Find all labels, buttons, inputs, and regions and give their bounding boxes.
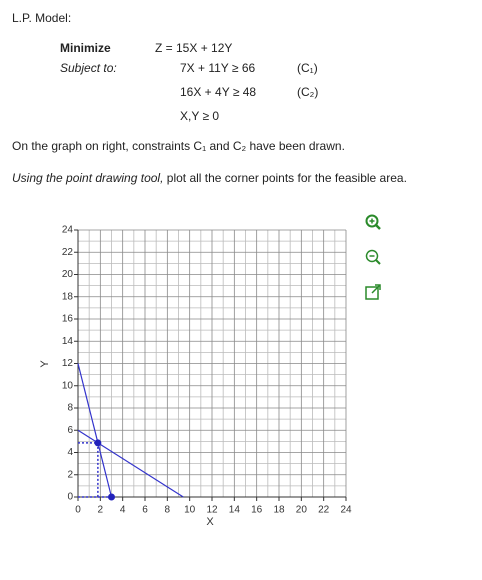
instruction: Using the point drawing tool, plot all t… xyxy=(12,171,407,185)
zoom-out-button[interactable] xyxy=(364,248,382,266)
x-tick-label: 12 xyxy=(206,505,218,516)
y-tick-label: 8 xyxy=(67,403,73,414)
objective: Z = 15X + 12Y xyxy=(155,41,233,55)
header-title: L.P. Model: xyxy=(12,11,72,25)
zoom-in-button[interactable] xyxy=(364,213,382,231)
y-tick-label: 22 xyxy=(62,247,74,258)
y-tick-label: 14 xyxy=(62,336,74,347)
corner-point xyxy=(108,493,115,501)
x-tick-label: 22 xyxy=(318,505,330,516)
x-tick-label: 0 xyxy=(75,505,81,516)
statement: On the graph on right, constraints C₁ an… xyxy=(12,139,345,153)
y-tick-label: 20 xyxy=(62,269,74,280)
y-tick-label: 12 xyxy=(62,358,74,369)
x-tick-label: 2 xyxy=(98,505,104,516)
nonnegativity: X,Y ≥ 0 xyxy=(180,109,220,123)
y-tick-label: 6 xyxy=(67,425,73,436)
x-tick-label: 16 xyxy=(251,505,263,516)
subject-label: Subject to: xyxy=(60,61,117,75)
y-tick-label: 16 xyxy=(62,314,74,325)
corner-point xyxy=(94,439,102,447)
constraint: 7X + 11Y ≥ 66 xyxy=(180,61,256,75)
instruction-italic: Using the point drawing tool, xyxy=(12,171,164,185)
x-tick-label: 6 xyxy=(142,505,148,516)
constraint-line xyxy=(77,363,113,498)
y-tick-label: 2 xyxy=(67,469,73,480)
y-tick-label: 10 xyxy=(62,380,74,391)
x-tick-label: 8 xyxy=(165,505,171,516)
y-tick-label: 24 xyxy=(62,225,74,236)
x-axis-label: X xyxy=(206,516,214,528)
constraint-label: (C₁) xyxy=(297,61,318,75)
x-tick-label: 20 xyxy=(296,505,308,516)
instruction-text: plot all the corner points for the feasi… xyxy=(163,171,407,185)
constraint-label: (C₂) xyxy=(297,85,319,99)
x-tick-label: 24 xyxy=(340,505,352,516)
x-tick-label: 10 xyxy=(184,505,196,516)
x-tick-label: 18 xyxy=(273,505,285,516)
y-tick-label: 0 xyxy=(67,492,73,503)
constraint: 16X + 4Y ≥ 48 xyxy=(180,85,257,99)
y-axis-label: Y xyxy=(39,360,51,368)
objective-label: Minimize xyxy=(60,41,111,55)
x-tick-label: 4 xyxy=(120,505,126,516)
y-tick-label: 18 xyxy=(62,291,74,302)
x-tick-label: 14 xyxy=(229,505,241,516)
expand-button[interactable] xyxy=(364,283,382,301)
y-tick-label: 4 xyxy=(67,447,73,458)
